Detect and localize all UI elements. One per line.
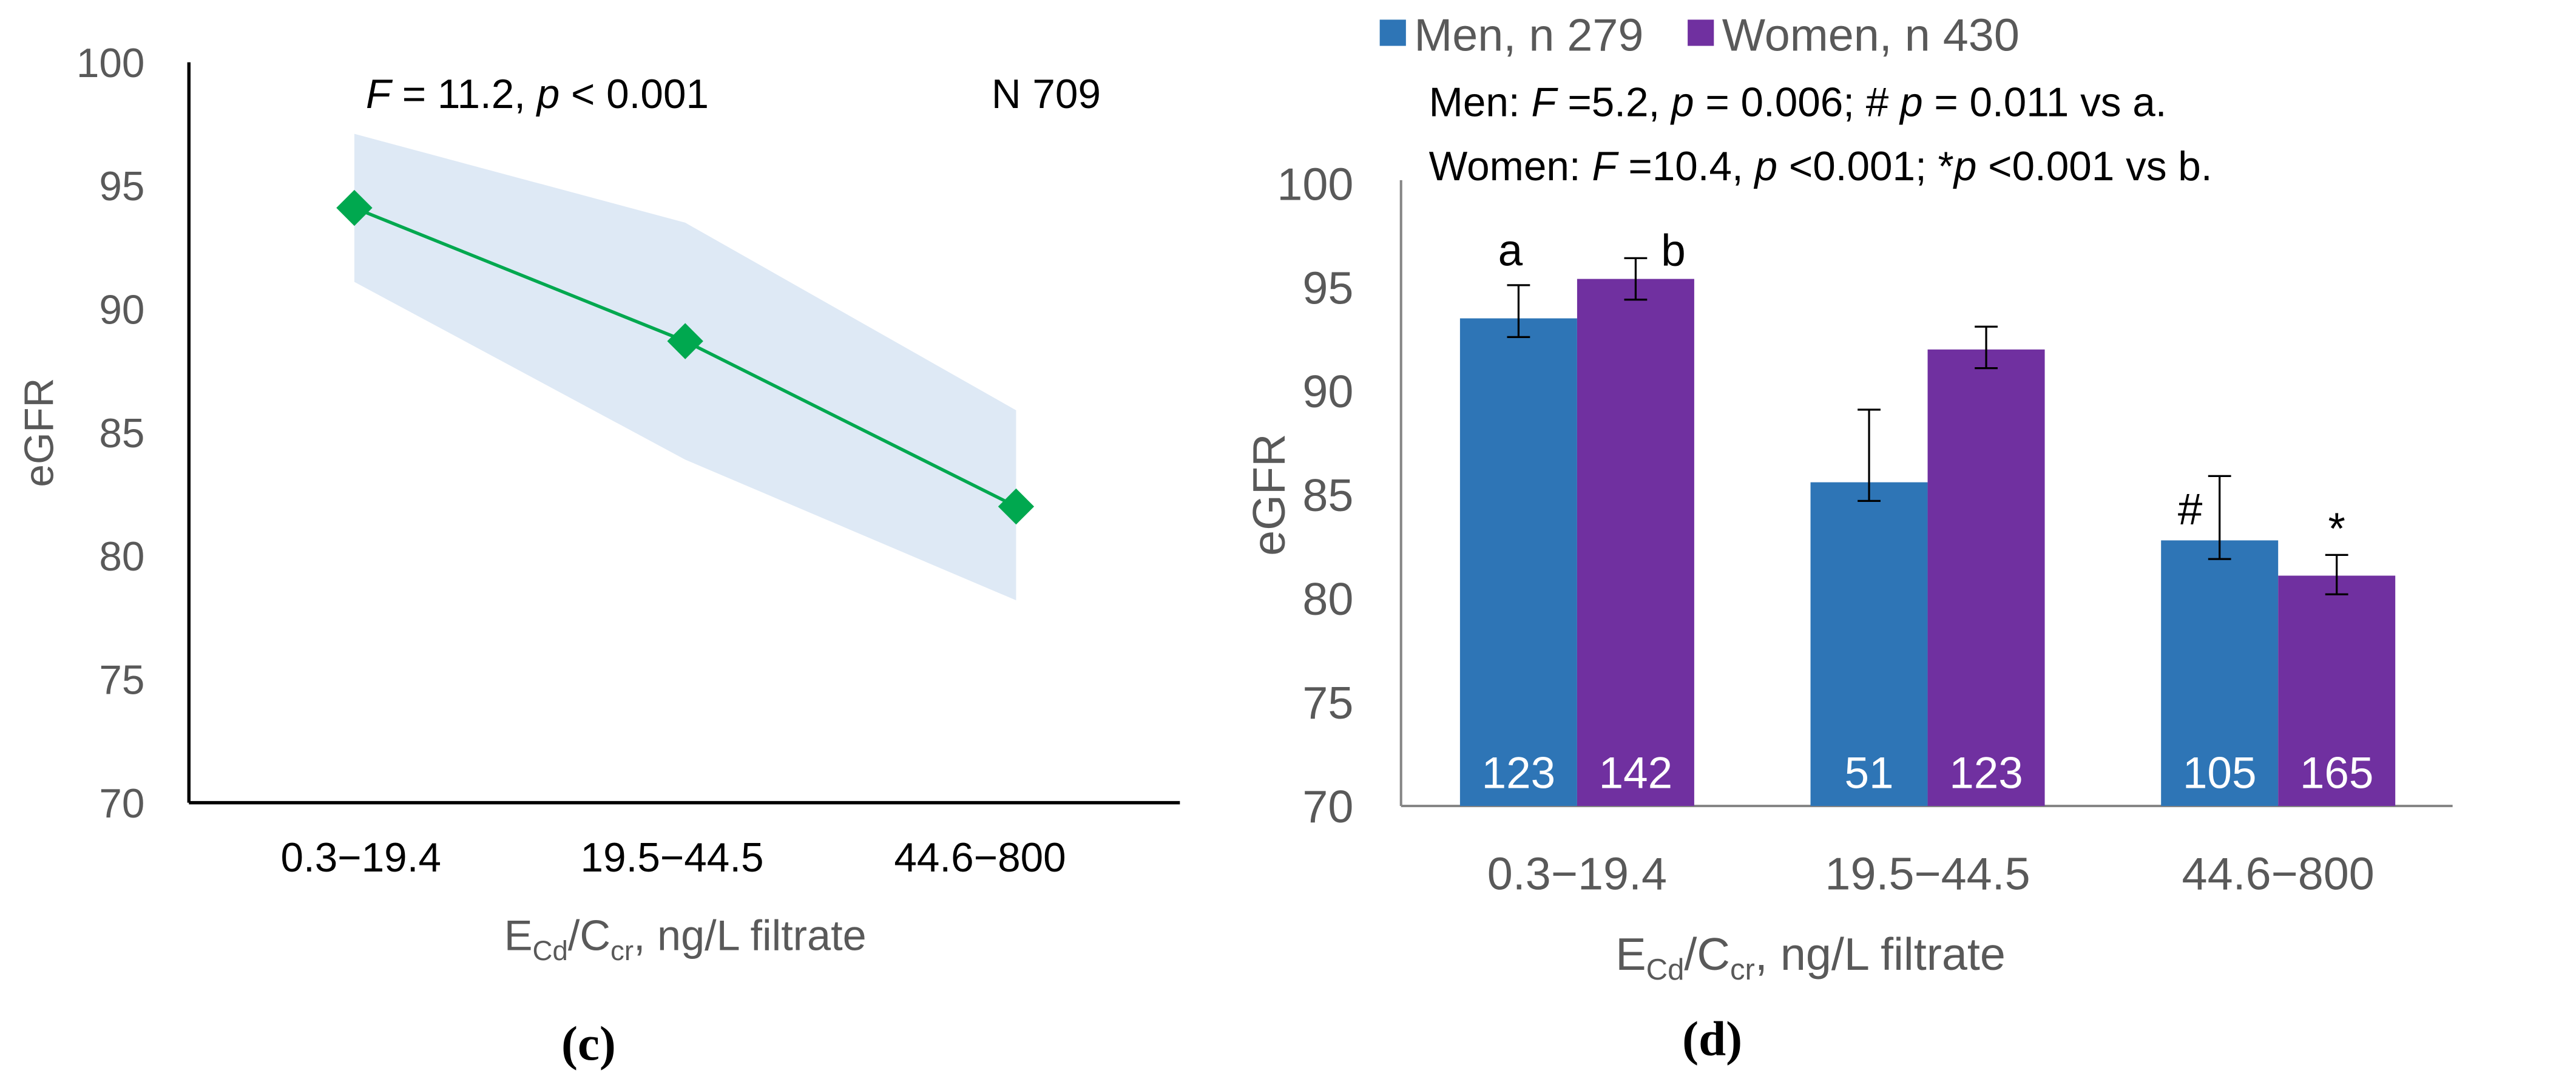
- bar: [1927, 349, 2045, 807]
- y-tick-label: 85: [1302, 470, 1353, 521]
- panel-d-bar-chart: 70 75 80 85 90 95 100 123 a 51 105 #142 b 123 165 * 0.3−…: [1244, 10, 2453, 1066]
- y-tick-label: 90: [1302, 367, 1353, 418]
- confidence-band: [354, 134, 1016, 601]
- y-tick-label: 75: [99, 658, 144, 703]
- x-tick-label: 19.5−44.5: [1825, 849, 2030, 900]
- data-point-marker: [336, 189, 373, 226]
- y-tick-label: 100: [1277, 159, 1353, 210]
- significance-mark: *: [2328, 504, 2345, 553]
- bar: [1810, 482, 1928, 807]
- x-tick-label: 0.3−19.4: [280, 835, 441, 881]
- bar-count-label: 51: [1845, 748, 1894, 797]
- panel-c-line-chart: 70 75 80 85 90 95 100 0.3−19.4 19.5−44.5 44.6−800…: [16, 41, 1180, 1071]
- y-tick-label: 70: [99, 781, 144, 827]
- y-tick-label: 85: [99, 411, 144, 456]
- y-tick-label: 100: [76, 41, 145, 86]
- y-tick-label: 80: [99, 534, 144, 580]
- legend-swatch: [1688, 19, 1714, 46]
- bar: [1459, 318, 1577, 807]
- panel-label-c: (c): [561, 1016, 616, 1071]
- y-axis-title: eGFR: [1244, 433, 1295, 556]
- bar-count-label: 123: [1949, 748, 2023, 797]
- y-tick-label: 80: [1302, 574, 1353, 625]
- bar-count-label: 142: [1599, 748, 1673, 797]
- women-stats-annotation: Women: F =10.4, p <0.001; *p <0.001 vs b…: [1429, 144, 2213, 189]
- significance-mark: b: [1661, 226, 1686, 275]
- y-tick-label: 70: [1302, 782, 1353, 833]
- data-point-marker: [998, 488, 1035, 525]
- significance-mark: a: [1498, 226, 1523, 275]
- legend-label: Men, n 279: [1414, 10, 1643, 61]
- men-stats-annotation: Men: F =5.2, p = 0.006; # p = 0.011 vs a…: [1429, 80, 2167, 126]
- sample-size-annotation: N 709: [992, 72, 1101, 117]
- significance-mark: #: [2178, 485, 2203, 534]
- y-tick-label: 95: [99, 164, 144, 209]
- y-axis-title: eGFR: [16, 378, 62, 487]
- stats-annotation: F = 11.2, p < 0.001: [366, 72, 709, 117]
- x-tick-label: 44.6−800: [894, 835, 1066, 881]
- bar-count-label: 165: [2300, 748, 2374, 797]
- x-tick-label: 0.3−19.4: [1487, 849, 1667, 900]
- x-axis-title: ECd/Ccr, ng/L filtrate: [1615, 929, 2006, 986]
- bar-count-label: 105: [2183, 748, 2257, 797]
- bar: [1577, 279, 1694, 807]
- bar-count-label: 123: [1482, 748, 1556, 797]
- panel-label-d: (d): [1682, 1011, 1742, 1066]
- x-tick-label: 19.5−44.5: [581, 835, 764, 881]
- legend-label: Women, n 430: [1722, 10, 2020, 61]
- bar: [2278, 575, 2396, 807]
- y-tick-label: 75: [1302, 678, 1353, 729]
- legend-swatch: [1379, 19, 1406, 46]
- bar: [2161, 540, 2279, 807]
- x-axis-title: ECd/Ccr, ng/L filtrate: [504, 912, 867, 966]
- y-tick-label: 90: [99, 288, 144, 333]
- y-tick-label: 95: [1302, 263, 1353, 314]
- x-tick-label: 44.6−800: [2182, 849, 2375, 900]
